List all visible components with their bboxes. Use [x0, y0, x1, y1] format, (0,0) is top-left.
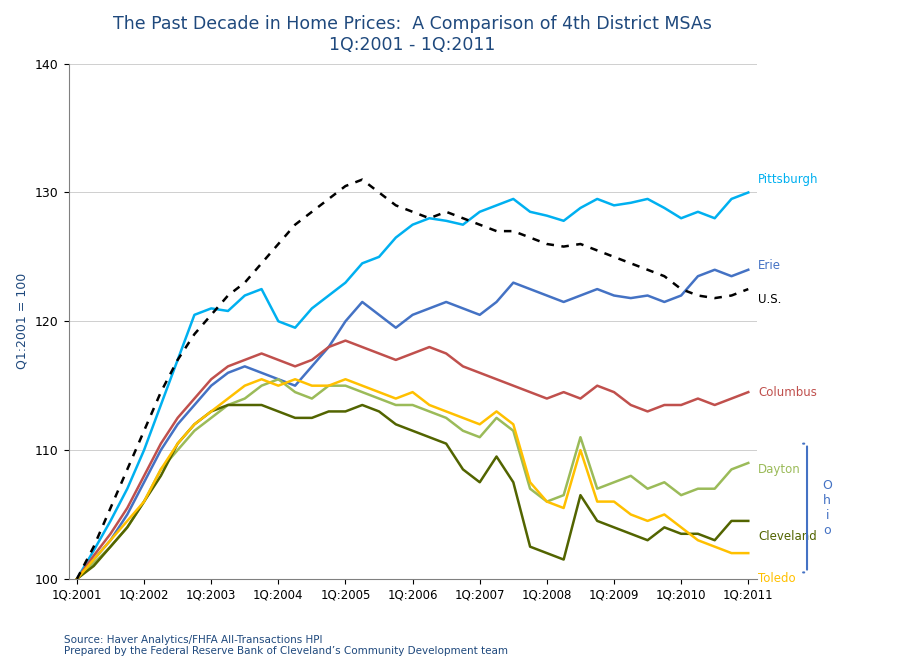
Text: Cleveland: Cleveland [759, 530, 817, 543]
Y-axis label: Q1:2001 = 100: Q1:2001 = 100 [15, 273, 28, 369]
Text: Source: Haver Analytics/FHFA All-Transactions HPI
Prepared by the Federal Reserv: Source: Haver Analytics/FHFA All-Transac… [64, 634, 508, 656]
Text: Pittsburgh: Pittsburgh [759, 173, 819, 186]
Text: U.S.: U.S. [759, 293, 782, 306]
Title: The Past Decade in Home Prices:  A Comparison of 4th District MSAs
1Q:2001 - 1Q:: The Past Decade in Home Prices: A Compar… [113, 15, 712, 54]
Text: Erie: Erie [759, 259, 782, 272]
Text: O
h
i
o: O h i o [823, 479, 832, 537]
Text: Columbus: Columbus [759, 386, 817, 398]
Text: Dayton: Dayton [759, 463, 801, 476]
Text: Toledo: Toledo [759, 572, 796, 585]
